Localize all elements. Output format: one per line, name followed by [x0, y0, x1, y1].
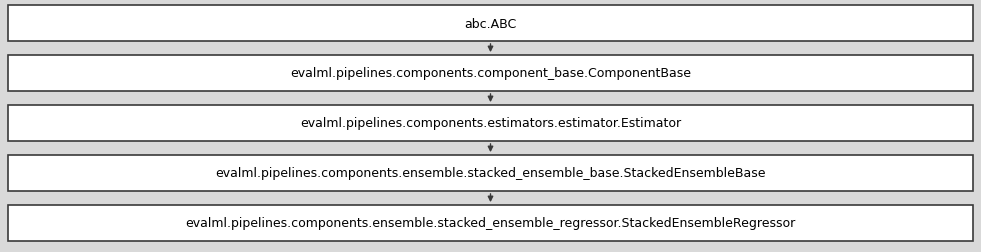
Bar: [8, 155, 973, 191]
Text: evalml.pipelines.components.estimators.estimator.Estimator: evalml.pipelines.components.estimators.e…: [300, 117, 681, 130]
Bar: [8, 106, 973, 141]
Text: evalml.pipelines.components.ensemble.stacked_ensemble_base.StackedEnsembleBase: evalml.pipelines.components.ensemble.sta…: [215, 167, 766, 180]
Text: evalml.pipelines.components.component_base.ComponentBase: evalml.pipelines.components.component_ba…: [290, 67, 691, 80]
Text: evalml.pipelines.components.ensemble.stacked_ensemble_regressor.StackedEnsembleR: evalml.pipelines.components.ensemble.sta…: [185, 217, 796, 230]
Text: abc.ABC: abc.ABC: [464, 17, 517, 30]
Bar: [8, 205, 973, 241]
Bar: [8, 6, 973, 42]
Bar: [8, 56, 973, 92]
